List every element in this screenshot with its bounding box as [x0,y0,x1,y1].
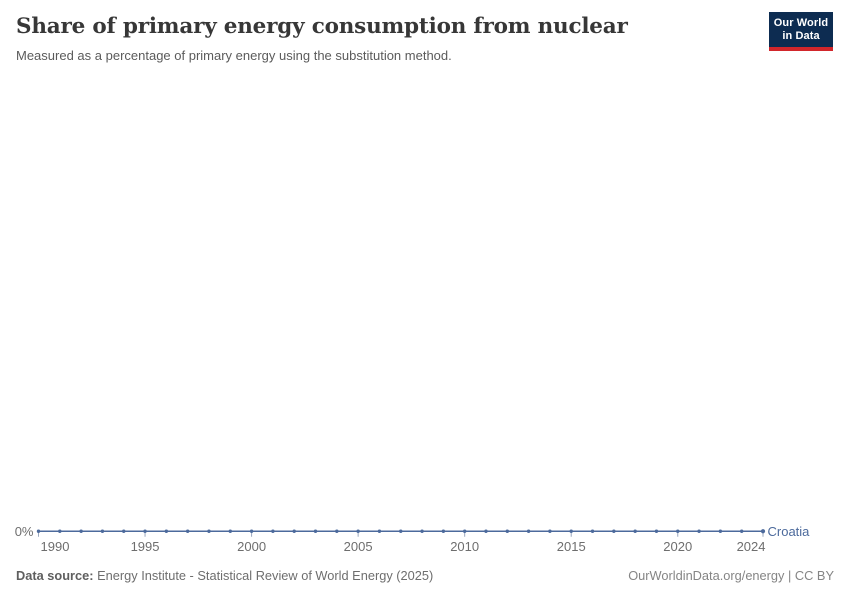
data-point-1999[interactable] [228,529,232,533]
owid-logo-line2: in Data [782,29,820,42]
data-source-label: Data source: [16,568,94,583]
entity-label-croatia[interactable]: Croatia [768,524,811,539]
data-point-2021[interactable] [697,529,701,533]
owid-logo-text: Our World in Data [769,12,833,47]
attribution-link[interactable]: OurWorldinData.org/energy | CC BY [628,568,834,583]
x-axis-label-1995: 1995 [131,539,160,554]
data-point-1992[interactable] [79,529,83,533]
chart-title: Share of primary energy consumption from… [16,14,628,39]
data-point-2023[interactable] [739,529,744,533]
owid-logo[interactable]: Our World in Data [769,12,833,51]
data-point-2001[interactable] [271,529,275,533]
x-axis-label-2010: 2010 [450,539,479,554]
data-point-1991[interactable] [58,529,62,533]
data-point-2000[interactable] [249,529,254,533]
data-point-2006[interactable] [377,529,382,533]
chart-header: Share of primary energy consumption from… [16,14,750,65]
data-point-2004[interactable] [335,529,339,533]
data-point-2007[interactable] [399,529,403,533]
x-axis-label-2015: 2015 [557,539,586,554]
x-axis-label-1990: 1990 [41,539,70,554]
data-point-2022[interactable] [718,529,723,533]
x-axis-label-2020: 2020 [663,539,692,554]
data-source-text: Energy Institute - Statistical Review of… [93,568,434,583]
data-point-2017[interactable] [612,529,616,533]
data-point-2015[interactable] [569,529,573,533]
data-point-1996[interactable] [164,529,169,533]
data-point-2005[interactable] [356,529,360,533]
data-point-2008[interactable] [420,529,424,533]
data-point-2003[interactable] [313,529,318,533]
owid-logo-red-strip [769,47,833,51]
data-point-2024[interactable] [760,529,766,534]
chart-subtitle: Measured as a percentage of primary ener… [16,47,452,63]
x-axis-label-2000: 2000 [237,539,266,554]
data-point-2010[interactable] [462,529,467,533]
owid-logo-line1: Our World [773,17,829,29]
chart-footer: Data source: Energy Institute - Statisti… [16,568,834,583]
data-point-2020[interactable] [676,529,680,533]
x-axis-label-2024: 2024 [737,539,766,554]
data-point-2011[interactable] [484,529,488,533]
x-axis-label-2005: 2005 [344,539,373,554]
data-point-2013[interactable] [526,529,531,533]
data-point-1995[interactable] [143,529,147,533]
data-point-2009[interactable] [441,529,446,533]
data-point-1990[interactable] [36,529,41,533]
y-axis-label-zero: 0% [15,524,34,539]
data-point-2019[interactable] [654,529,659,533]
data-point-1993[interactable] [100,529,105,533]
data-point-2016[interactable] [590,529,595,533]
data-point-2018[interactable] [633,529,637,533]
data-point-1997[interactable] [185,529,190,533]
data-point-2012[interactable] [505,529,509,533]
data-point-1998[interactable] [207,529,211,533]
data-point-1994[interactable] [122,529,126,533]
data-point-2002[interactable] [292,529,296,533]
data-source: Data source: Energy Institute - Statisti… [16,568,433,583]
data-point-2014[interactable] [548,529,552,533]
